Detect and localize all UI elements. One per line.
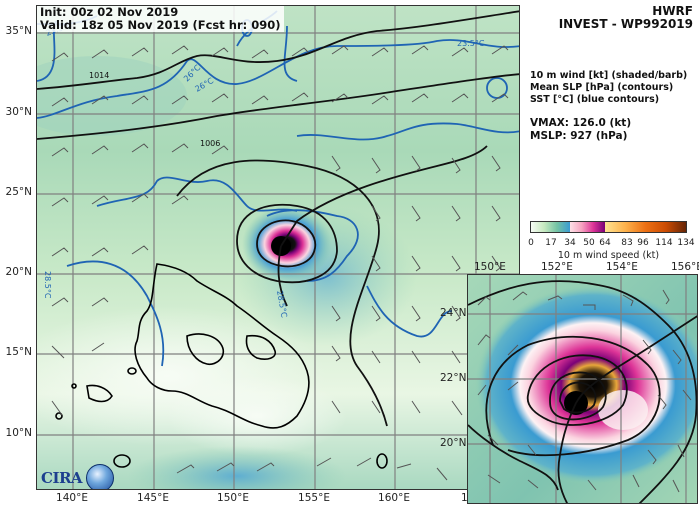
lon-tick-165e-partial: 1	[461, 492, 468, 504]
lon-tick-145e: 145°E	[137, 492, 169, 504]
inset-map-canvas	[468, 275, 697, 503]
colorbar-segment-ts	[531, 222, 571, 232]
inset-lat-tick-22n: 22°N	[440, 372, 467, 384]
mslp-value: MSLP: 927 (hPa)	[530, 130, 628, 142]
main-map: 1014 1006 26°C 26°C 23.5°C 23.5°C 28.5°C…	[36, 5, 520, 490]
slp-contours	[37, 10, 519, 427]
wind-barbs	[51, 45, 509, 481]
lon-tick-160e: 160°E	[378, 492, 410, 504]
inset-lon-tick-154e: 154°E	[606, 261, 638, 273]
lat-tick-35n: 35°N	[5, 25, 32, 37]
inset-map	[467, 274, 698, 504]
lon-tick-140e: 140°E	[56, 492, 88, 504]
colorbar-label: 10 m wind speed (kt)	[557, 250, 660, 261]
inset-wind-barbs	[477, 289, 692, 493]
lat-tick-10n: 10°N	[5, 427, 32, 439]
inset-lon-tick-150e: 150°E	[474, 261, 506, 273]
forecast-time-box: Init: 00z 02 Nov 2019 Valid: 18z 05 Nov …	[37, 6, 284, 32]
colorbar-segment-hurricane	[605, 222, 686, 232]
legend-slp: Mean SLP [hPa] (contours)	[530, 82, 674, 93]
lon-tick-150e: 150°E	[217, 492, 249, 504]
slp-label-1014: 1014	[89, 71, 109, 80]
sst-label-28-5-a: 28.5°C	[43, 271, 52, 299]
legend-wind: 10 m wind [kt] (shaded/barb)	[530, 70, 688, 81]
legend-sst: SST [°C] (blue contours)	[530, 94, 660, 105]
colorbar-tick-34: 34	[564, 238, 576, 248]
lat-tick-30n: 30°N	[5, 106, 32, 118]
lon-tick-155e: 155°E	[298, 492, 330, 504]
colorbar-tick-134: 134	[677, 238, 695, 248]
colorbar-tick-114: 114	[655, 238, 673, 248]
colorbar-tick-96: 96	[637, 238, 649, 248]
valid-time: Valid: 18z 05 Nov 2019 (Fcst hr: 090)	[40, 18, 281, 32]
lat-tick-15n: 15°N	[5, 346, 32, 358]
colorbar-segment-strong	[570, 222, 606, 232]
slp-label-1006: 1006	[200, 139, 220, 148]
cira-logo-text: CIRA	[41, 469, 83, 487]
main-map-canvas: 1014 1006 26°C 26°C 23.5°C 23.5°C 28.5°C…	[37, 6, 519, 489]
cira-logo: CIRA	[41, 464, 115, 489]
colorbar-tick-64: 64	[599, 238, 611, 248]
colorbar-tick-50: 50	[583, 238, 595, 248]
sst-label-23-5-a: 23.5°C	[457, 39, 485, 48]
colorbar-tick-83: 83	[621, 238, 633, 248]
csu-globe-icon	[86, 464, 115, 489]
lat-tick-25n: 25°N	[5, 186, 32, 198]
inset-lat-tick-20n: 20°N	[440, 437, 467, 449]
inset-lon-tick-156e: 156°E	[671, 261, 699, 273]
vmax-value: VMAX: 126.0 (kt)	[530, 117, 632, 129]
inset-lat-tick-24n: 24°N	[440, 307, 467, 319]
lat-tick-20n: 20°N	[5, 266, 32, 278]
inset-slp-contours	[468, 280, 697, 503]
colorbar-tick-0: 0	[528, 238, 534, 248]
model-name: HWRF	[652, 4, 693, 18]
colorbar-tick-17: 17	[545, 238, 557, 248]
wind-speed-colorbar	[530, 221, 687, 233]
land-outline	[55, 263, 388, 469]
storm-id: INVEST - WP992019	[558, 17, 693, 31]
inset-lon-tick-152e: 152°E	[541, 261, 573, 273]
init-time: Init: 00z 02 Nov 2019	[40, 5, 179, 19]
